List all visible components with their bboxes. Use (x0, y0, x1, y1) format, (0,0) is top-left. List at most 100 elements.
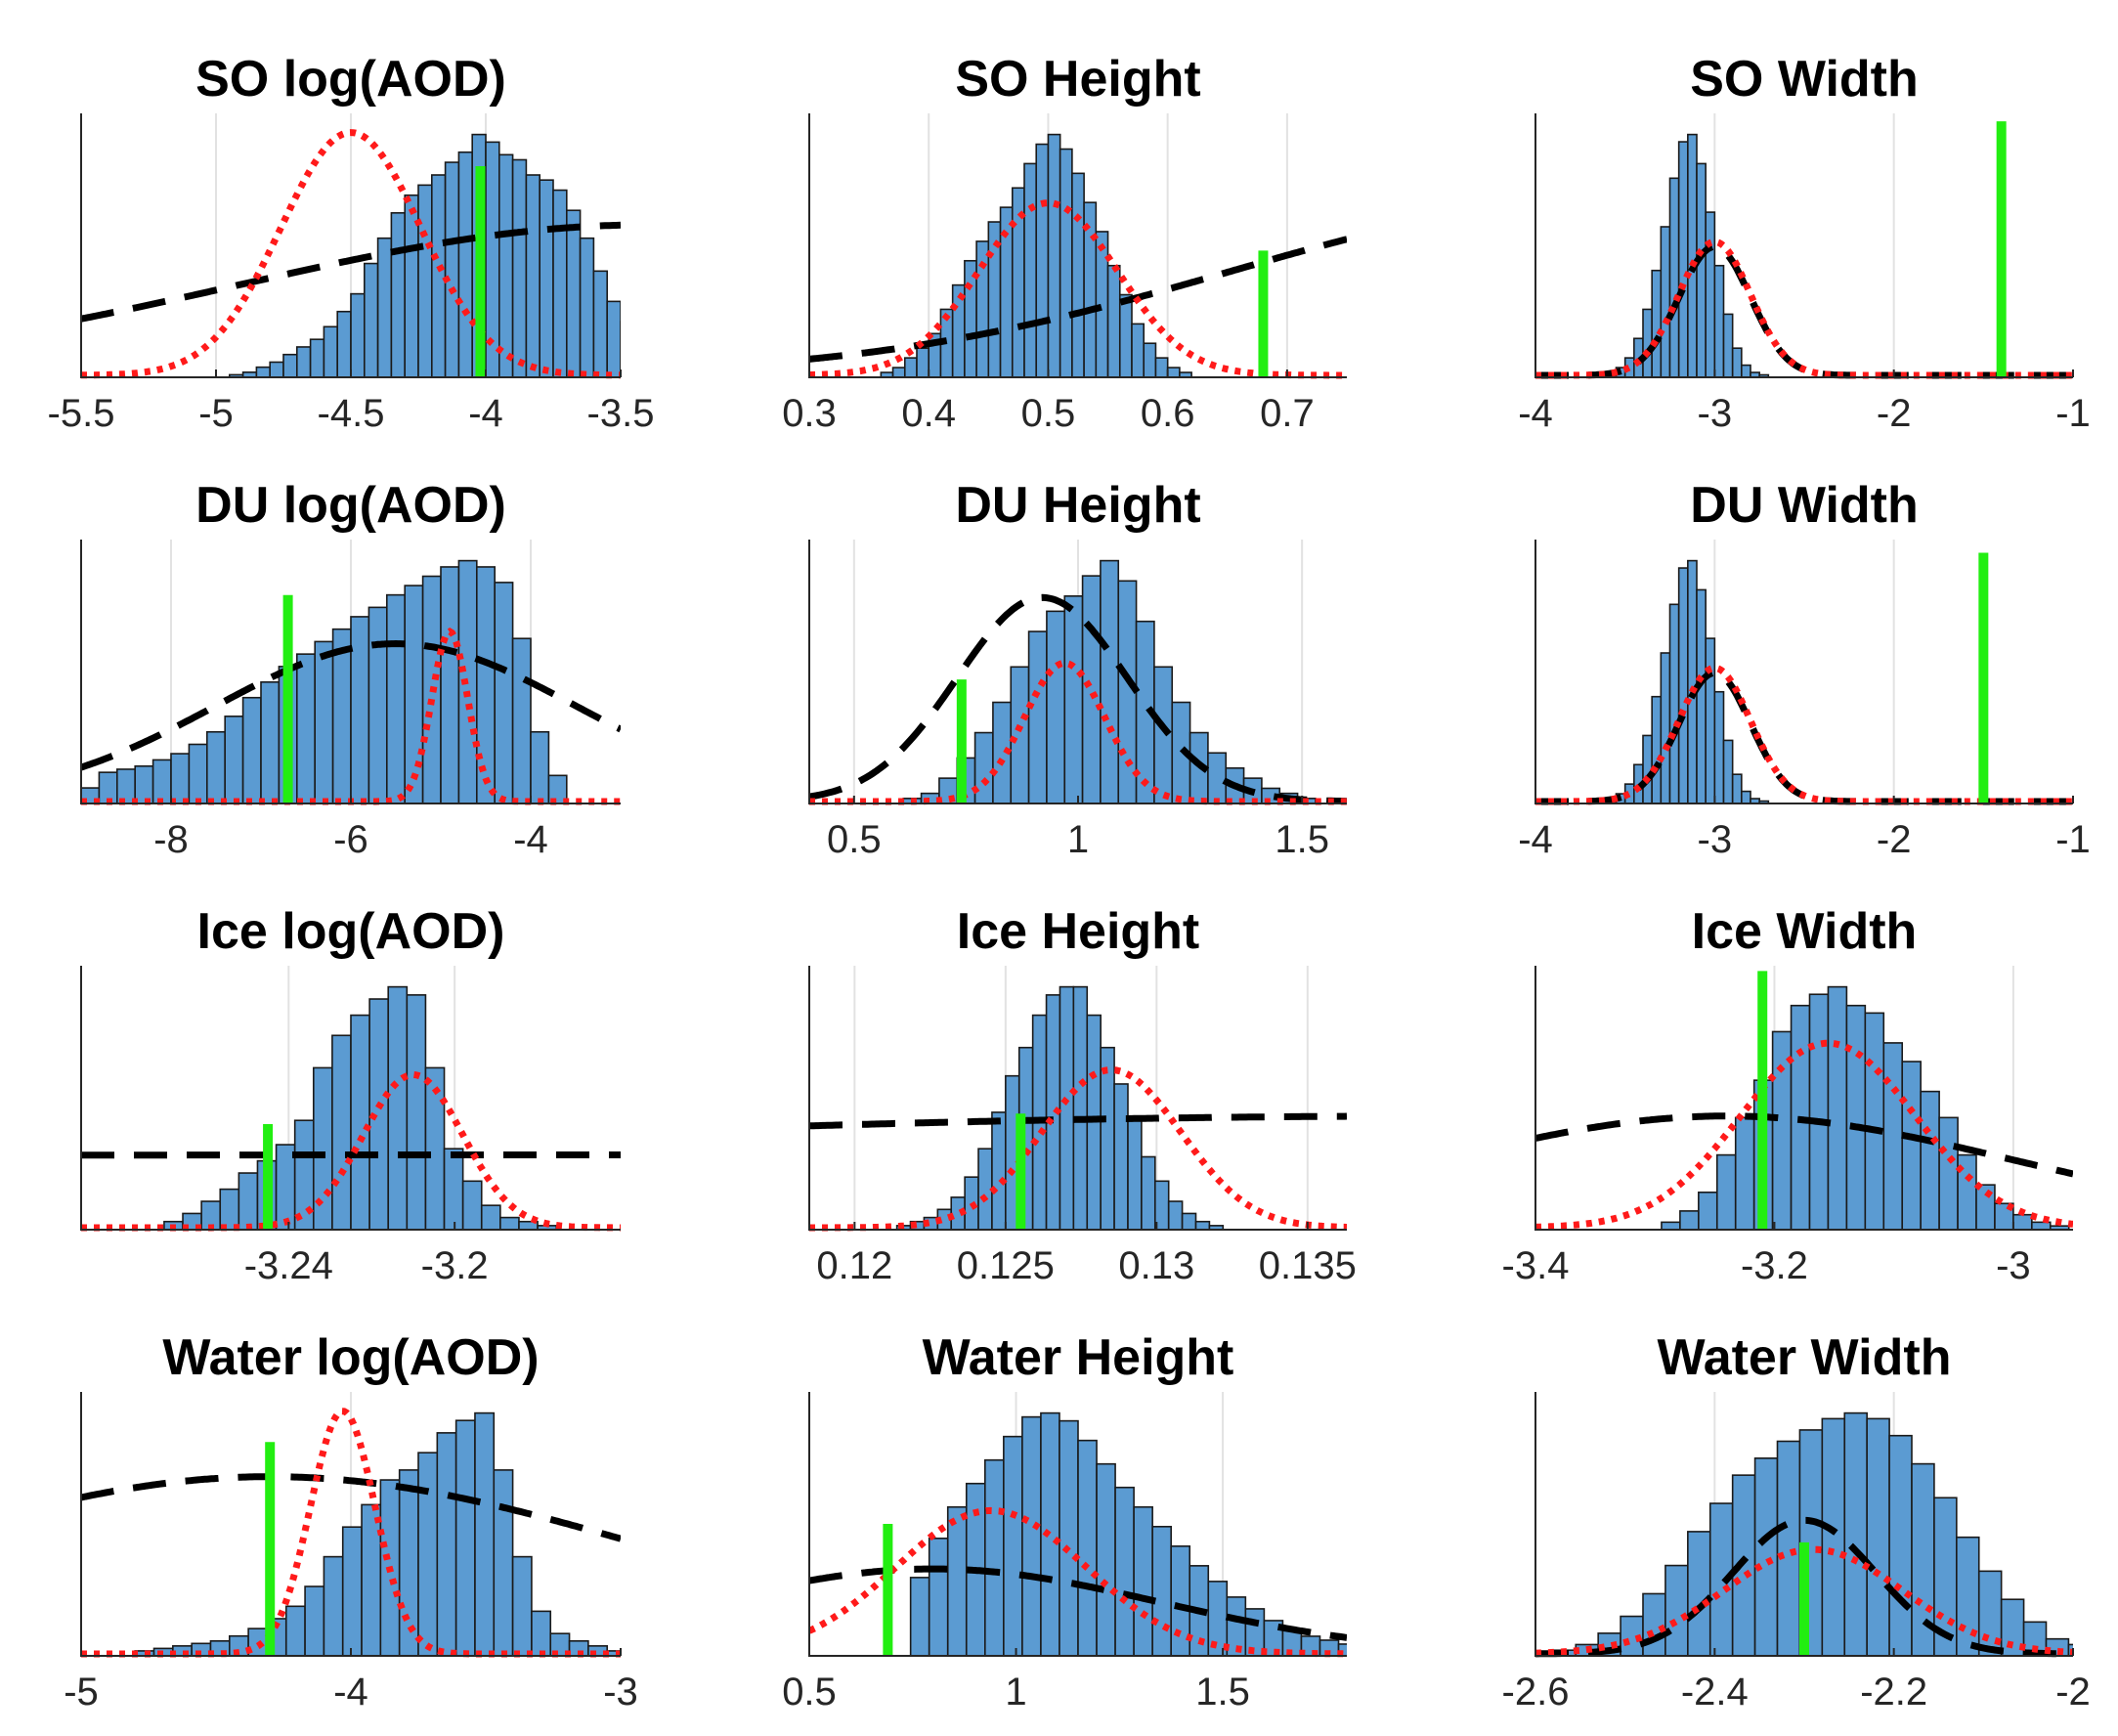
histogram-bar-water-height-2 (928, 1538, 949, 1657)
plot-area-water-height (809, 1411, 1395, 1658)
histogram-bar-du-log-aod-8 (224, 716, 244, 804)
histogram-bar-water-height-11 (1096, 1462, 1116, 1657)
plot-area-so-height (809, 133, 1347, 379)
histogram-bar-so-width-11 (1668, 177, 1680, 378)
histogram-bar-so-height-27 (1131, 323, 1145, 378)
histogram-bar-ice-width-14 (1901, 1061, 1922, 1231)
tick-label-water-height-1: 1 (1005, 1671, 1026, 1714)
tick-label-so-width-0: -4 (1518, 392, 1553, 435)
histogram-bar-ice-height-20 (1141, 1155, 1156, 1231)
posterior-curve-so-log-aod (81, 129, 621, 379)
tick-label-du-width-2: -2 (1877, 818, 1912, 861)
tick-label-so-log-aod-3: -4 (468, 392, 503, 435)
histogram-bar-ice-width-15 (1920, 1090, 1940, 1231)
panel-so-log-aod: -5.5 -5 -4.5 -4 -3.5 SO log(AOD) (48, 51, 688, 435)
histogram-bar-water-height-12 (1114, 1486, 1135, 1657)
tick-label-ice-log-aod-0: -3.24 (244, 1244, 333, 1287)
panel-title-water-width: Water Width (1658, 1329, 1952, 1386)
histogram-bar-so-log-aod-32 (511, 158, 528, 378)
tick-label-du-log-aod-2: -4 (513, 818, 548, 861)
histogram-bar-water-height-26 (1376, 1652, 1395, 1656)
histogram-bar-so-log-aod-44 (674, 369, 688, 377)
histogram-bar-du-height-11 (1027, 630, 1048, 804)
prior-curve-du-width (1535, 669, 2073, 805)
axes-ice-height (808, 966, 1347, 1231)
prior-curve-ice-width (1535, 1112, 2073, 1178)
posterior-curve-so-height (809, 199, 1347, 379)
panel-du-width: -4 -3 -2 -1 DU Width (1518, 477, 2091, 861)
tick-label-so-log-aod-2: -4.5 (318, 392, 385, 435)
plot-area-du-width (1535, 552, 2073, 805)
tick-label-du-height-0: 0.5 (827, 818, 882, 861)
plot-area-ice-log-aod (81, 985, 621, 1232)
plot-area-so-log-aod (81, 129, 688, 379)
histogram-bar-so-log-aod-26 (430, 174, 447, 378)
histogram-bar-du-height-10 (1010, 666, 1030, 804)
histogram-bar-water-width-6 (1687, 1531, 1711, 1657)
tick-label-ice-log-aod-1: -3.2 (421, 1244, 489, 1287)
plot-area-water-width (1535, 1411, 2073, 1658)
histogram-bar-so-log-aod-38 (592, 270, 609, 378)
histogram-bar-so-log-aod-34 (539, 179, 554, 378)
tick-label-du-log-aod-1: -6 (333, 818, 368, 861)
histogram-bar-du-height-13 (1063, 595, 1084, 804)
panel-ice-height: 0.12 0.125 0.13 0.135 Ice Height (808, 903, 1357, 1287)
histogram-bar-so-log-aod-27 (444, 161, 460, 378)
tick-label-water-log-aod-0: -5 (64, 1671, 99, 1714)
histogram-bar-so-width-13 (1687, 133, 1698, 378)
panel-water-height: 0.5 1 1.5 Water Height (782, 1329, 1395, 1714)
histogram-bar-so-height-22 (1071, 172, 1085, 378)
histogram-bar-du-height-15 (1100, 559, 1120, 804)
histogram-bar-water-width-13 (1843, 1411, 1868, 1657)
histogram-bar-du-log-aod-15 (350, 616, 370, 804)
histogram-bar-ice-log-aod-9 (331, 1034, 352, 1231)
histogram-bar-so-log-aod-23 (390, 212, 406, 378)
posterior-curve-water-log-aod (81, 1408, 621, 1658)
prior-curve-ice-height (809, 1112, 1347, 1130)
histogram-bar-water-width-9 (1753, 1457, 1779, 1657)
histogram-bar-du-height-18 (1153, 666, 1174, 804)
histogram-bar-du-log-aod-3 (134, 764, 154, 804)
tick-label-so-height-4: 0.7 (1260, 392, 1315, 435)
tick-label-du-log-aod-0: -8 (153, 818, 189, 861)
histogram-bar-water-width-5 (1664, 1564, 1689, 1657)
histogram-bar-ice-log-aod-13 (406, 994, 427, 1231)
tick-label-water-width-3: -2 (2055, 1671, 2091, 1714)
histogram-bar-du-width-11 (1668, 603, 1680, 804)
histogram-bar-so-height-24 (1095, 231, 1109, 378)
histogram-bar-ice-log-aod-10 (350, 1014, 370, 1231)
histogram-bar-so-log-aod-33 (525, 174, 541, 378)
tick-label-ice-height-1: 0.125 (957, 1244, 1055, 1287)
histogram-bar-water-height-25 (1358, 1648, 1376, 1656)
histogram-bar-so-height-7 (891, 367, 906, 378)
histogram-bar-ice-height-19 (1127, 1119, 1143, 1231)
histogram-bar-du-width-17 (1722, 739, 1734, 804)
histogram-bar-ice-log-aod-16 (461, 1180, 483, 1231)
histogram-bar-ice-log-aod-18 (499, 1216, 520, 1231)
prior-curve-so-height (809, 236, 1347, 363)
histogram-bar-ice-width-9 (1808, 993, 1830, 1231)
histogram-bar-so-width-14 (1696, 162, 1707, 378)
tick-label-so-height-1: 0.4 (901, 392, 956, 435)
panel-du-log-aod: -8 -6 -4 DU log(AOD) (80, 477, 621, 861)
histogram-bar-ice-height-22 (1167, 1200, 1184, 1231)
histogram-bar-so-log-aod-36 (565, 209, 582, 378)
histogram-bar-so-width-15 (1705, 211, 1716, 378)
histogram-bar-water-log-aod-20 (511, 1555, 533, 1657)
tick-label-water-width-0: -2.6 (1502, 1671, 1570, 1714)
histogram-bar-so-width-12 (1677, 141, 1689, 378)
histogram-bar-du-height-21 (1207, 752, 1228, 804)
panel-title-du-height: DU Height (955, 477, 1200, 534)
axes-ice-log-aod (80, 966, 621, 1231)
histogram-bar-ice-width-10 (1827, 985, 1848, 1231)
histogram-bar-du-log-aod-24 (511, 637, 532, 804)
histogram-bar-du-height-8 (973, 731, 994, 804)
panel-water-width: -2.6 -2.4 -2.2 -2 Water Width (1502, 1329, 2091, 1714)
tick-label-so-width-3: -1 (2055, 392, 2091, 435)
histogram-bar-ice-height-14 (1059, 985, 1075, 1231)
axes-so-width (1534, 113, 2073, 378)
panel-ice-log-aod: -3.24 -3.2 Ice log(AOD) (80, 903, 621, 1287)
histogram-bar-ice-log-aod-15 (443, 1148, 464, 1231)
posterior-curve-du-width (1535, 664, 2073, 805)
